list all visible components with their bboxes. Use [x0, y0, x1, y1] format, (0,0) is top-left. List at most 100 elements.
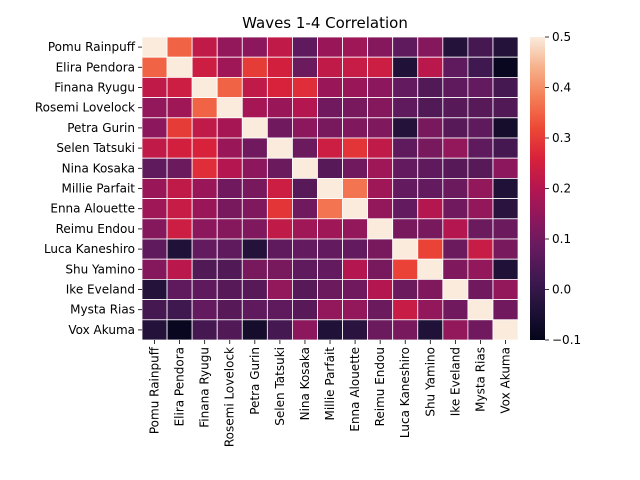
- heatmap-cell: [442, 258, 469, 280]
- heatmap-cell: [342, 77, 369, 99]
- heatmap-cell: [191, 97, 218, 119]
- heatmap-cell: [342, 319, 369, 341]
- heatmap-cell: [292, 258, 318, 280]
- heatmap-cell: [191, 198, 218, 220]
- heatmap-cell: [367, 36, 394, 58]
- heatmap-cell: [191, 177, 218, 199]
- heatmap-cell: [492, 36, 519, 58]
- heatmap-cell: [266, 238, 293, 260]
- colorbar-tick-label: 0.2: [552, 182, 571, 196]
- heatmap-cell: [392, 97, 419, 119]
- colorbar-ticks: −0.1 0.0 0.1 0.2 0.3 0.4 0.5: [545, 30, 581, 347]
- heatmap-cell: [367, 137, 394, 159]
- y-tick-label: Ike Eveland: [66, 283, 135, 297]
- heatmap-cell: [141, 218, 168, 240]
- heatmap-cell: [317, 117, 343, 139]
- heatmap-cells: [141, 36, 519, 341]
- heatmap-cell: [492, 77, 519, 99]
- x-tick-label: Nina Kosaka: [298, 347, 312, 420]
- heatmap-cell: [166, 218, 193, 240]
- heatmap-cell: [442, 117, 469, 139]
- heatmap-cell: [492, 137, 519, 159]
- x-tick-label: Pomu Rainpuff: [148, 346, 162, 434]
- heatmap-cell: [141, 137, 168, 159]
- heatmap-cell: [216, 137, 243, 159]
- heatmap-cell: [191, 56, 218, 78]
- heatmap-cell: [292, 56, 318, 78]
- heatmap-cell: [191, 299, 218, 321]
- heatmap-cell: [166, 97, 193, 119]
- heatmap-cell: [492, 299, 519, 321]
- x-tick-label: Luca Kaneshiro: [398, 347, 412, 438]
- y-tick-label: Pomu Rainpuff: [48, 40, 136, 54]
- heatmap-cell: [442, 157, 469, 179]
- heatmap-cell: [342, 258, 369, 280]
- heatmap-cell: [166, 258, 193, 280]
- heatmap-cell: [292, 177, 318, 199]
- heatmap-cell: [141, 36, 168, 58]
- heatmap-cell: [292, 299, 318, 321]
- heatmap-cell: [266, 97, 293, 119]
- heatmap-cell: [492, 56, 519, 78]
- heatmap-cell: [367, 177, 394, 199]
- heatmap-cell: [317, 238, 343, 260]
- heatmap-cell: [216, 117, 243, 139]
- heatmap-cell: [467, 319, 494, 341]
- y-tick-label: Reimu Endou: [56, 222, 135, 236]
- x-tick-label: Ike Eveland: [448, 347, 462, 416]
- heatmap-cell: [141, 97, 168, 119]
- heatmap-cell: [442, 299, 469, 321]
- heatmap-cell: [367, 299, 394, 321]
- heatmap-cell: [241, 319, 268, 341]
- heatmap-cell: [317, 97, 343, 119]
- heatmap-cell: [292, 77, 318, 99]
- heatmap-cell: [191, 117, 218, 139]
- heatmap-cell: [467, 97, 494, 119]
- heatmap-cell: [417, 36, 444, 58]
- heatmap-cell: [141, 56, 168, 78]
- heatmap-cell: [367, 278, 394, 300]
- x-tick-label: Rosemi Lovelock: [223, 347, 237, 447]
- heatmap-cell: [166, 177, 193, 199]
- heatmap-cell: [292, 137, 318, 159]
- heatmap-cell: [266, 117, 293, 139]
- heatmap-cell: [292, 198, 318, 220]
- heatmap-cell: [442, 278, 469, 300]
- heatmap-cell: [442, 198, 469, 220]
- heatmap-cell: [467, 278, 494, 300]
- heatmap-cell: [417, 299, 444, 321]
- heatmap-cell: [216, 157, 243, 179]
- heatmap-cell: [392, 218, 419, 240]
- x-tick-label: Selen Tatsuki: [273, 347, 287, 426]
- heatmap-cell: [342, 157, 369, 179]
- heatmap-cell: [166, 77, 193, 99]
- heatmap-cell: [241, 238, 268, 260]
- heatmap-cell: [266, 198, 293, 220]
- heatmap-cell: [367, 258, 394, 280]
- heatmap-cell: [191, 258, 218, 280]
- heatmap-cell: [266, 157, 293, 179]
- heatmap-cell: [216, 218, 243, 240]
- heatmap-cell: [417, 278, 444, 300]
- heatmap-cell: [467, 137, 494, 159]
- heatmap-cell: [392, 36, 419, 58]
- heatmap-cell: [141, 299, 168, 321]
- heatmap-cell: [442, 77, 469, 99]
- colorbar-tick-label: 0.0: [552, 283, 571, 297]
- heatmap-cell: [317, 218, 343, 240]
- heatmap-cell: [266, 278, 293, 300]
- heatmap-cell: [241, 117, 268, 139]
- colorbar-tick-label: 0.4: [552, 81, 571, 95]
- heatmap-cell: [342, 117, 369, 139]
- heatmap-cell: [392, 77, 419, 99]
- heatmap-cell: [417, 77, 444, 99]
- heatmap-cell: [342, 97, 369, 119]
- heatmap-cell: [191, 36, 218, 58]
- y-tick-label: Petra Gurin: [67, 121, 135, 135]
- heatmap-cell: [417, 117, 444, 139]
- heatmap-cell: [367, 56, 394, 78]
- heatmap-cell: [266, 77, 293, 99]
- heatmap-cell: [292, 117, 318, 139]
- heatmap-cell: [367, 218, 394, 240]
- colorbar: [530, 37, 545, 340]
